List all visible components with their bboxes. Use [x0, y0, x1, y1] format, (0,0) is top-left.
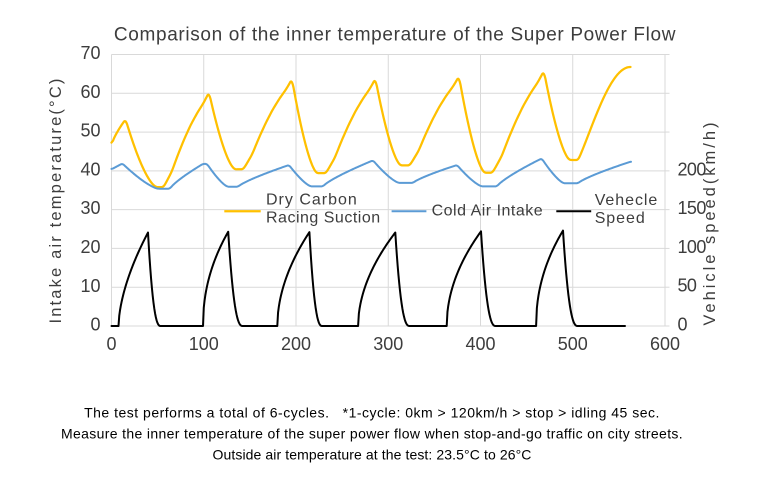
svg-text:100: 100: [189, 334, 219, 354]
svg-text:Outside air temperature at the: Outside air temperature at the test: 23.…: [212, 446, 531, 462]
svg-text:600: 600: [650, 334, 680, 354]
svg-text:Vehicle speed(km/h): Vehicle speed(km/h): [701, 120, 719, 326]
svg-text:Dry Carbon: Dry Carbon: [266, 191, 358, 208]
svg-text:50: 50: [678, 276, 697, 296]
svg-text:10: 10: [80, 276, 100, 296]
svg-text:200: 200: [281, 334, 311, 354]
svg-text:Speed: Speed: [595, 210, 646, 227]
svg-text:Cold Air Intake: Cold Air Intake: [432, 202, 544, 219]
svg-text:Intake air temperature(°C): Intake air temperature(°C): [47, 76, 65, 323]
svg-text:400: 400: [465, 334, 495, 354]
svg-text:100: 100: [678, 237, 707, 257]
svg-text:Measure the inner temperature: Measure the inner temperature of the sup…: [61, 426, 683, 442]
svg-text:60: 60: [80, 82, 100, 102]
svg-text:50: 50: [80, 121, 100, 141]
svg-text:Comparison of the inner temper: Comparison of the inner temperature of t…: [114, 25, 676, 46]
svg-text:0: 0: [678, 314, 688, 334]
svg-text:300: 300: [373, 334, 403, 354]
svg-text:200: 200: [678, 159, 707, 179]
svg-text:0: 0: [90, 315, 100, 335]
svg-text:The test performs a total of 6: The test performs a total of 6-cycles. *…: [84, 405, 660, 421]
svg-text:150: 150: [678, 198, 707, 218]
svg-text:500: 500: [558, 334, 588, 354]
svg-text:20: 20: [80, 237, 100, 257]
svg-text:0: 0: [106, 334, 116, 354]
svg-text:40: 40: [80, 159, 100, 179]
svg-text:30: 30: [80, 198, 100, 218]
svg-text:Racing Suction: Racing Suction: [266, 210, 381, 227]
svg-text:70: 70: [80, 43, 100, 63]
svg-text:Vehecle: Vehecle: [595, 192, 659, 209]
